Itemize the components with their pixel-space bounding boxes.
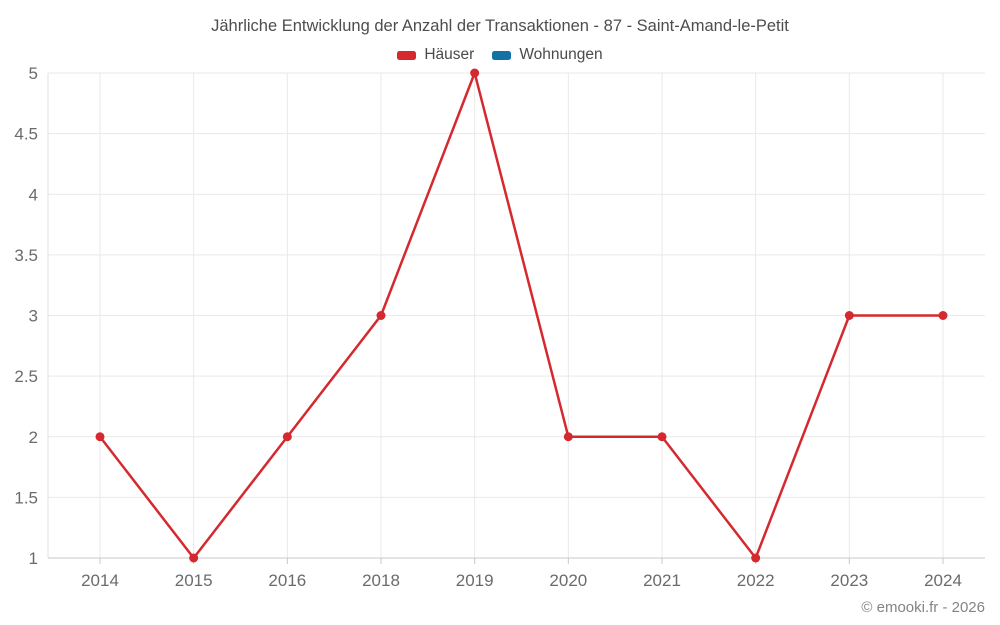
x-axis-label: 2019 [456,571,494,590]
x-axis-label: 2014 [81,571,119,590]
chart-title: Jährliche Entwicklung der Anzahl der Tra… [211,17,789,35]
data-point[interactable] [938,311,948,320]
x-axis-label: 2024 [924,571,962,590]
data-point[interactable] [95,432,105,442]
y-axis-label: 3 [29,307,38,326]
legend: Häuser Wohnungen [0,46,1000,64]
y-axis-label: 2.5 [14,367,38,386]
y-axis-label: 4 [29,185,38,204]
legend-item-wohnungen[interactable]: Wohnungen [492,46,603,64]
data-point[interactable] [751,553,761,563]
x-axis-label: 2015 [175,571,213,590]
legend-label-wohnungen: Wohnungen [519,46,603,63]
series-line-0 [98,71,945,560]
data-point[interactable] [470,68,480,78]
x-axis-label: 2020 [549,571,587,590]
x-axis-label: 2021 [643,571,681,590]
x-axis-label: 2018 [362,571,400,590]
data-point[interactable] [189,553,199,563]
copyright-text: © emooki.fr - 2026 [861,599,985,616]
legend-item-haeuser[interactable]: Häuser [397,46,474,64]
y-axis-label: 4.5 [14,125,38,144]
data-point[interactable] [844,311,854,320]
haeuser-series-swatch-icon [397,50,417,60]
y-axis-label: 1.5 [14,488,38,507]
x-axis-label: 2016 [268,571,306,590]
y-axis-label: 3.5 [14,246,38,265]
legend-label-haeuser: Häuser [424,46,475,63]
y-axis-label: 5 [29,64,38,83]
data-point[interactable] [376,311,386,320]
y-axis-label: 1 [29,549,38,568]
x-axis-label: 2023 [830,571,868,590]
x-axis-label: 2022 [737,571,775,590]
data-point[interactable] [282,432,292,442]
y-axis-label: 2 [29,428,38,447]
wohnungen-series-swatch-icon [492,50,512,60]
data-point[interactable] [563,432,573,442]
data-point[interactable] [657,432,667,442]
